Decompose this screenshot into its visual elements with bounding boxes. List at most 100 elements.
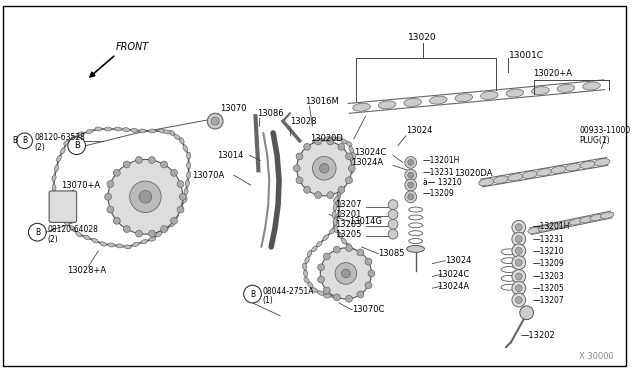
Ellipse shape	[333, 218, 337, 225]
Ellipse shape	[506, 89, 524, 97]
Ellipse shape	[86, 129, 93, 134]
Text: 13085: 13085	[378, 249, 404, 258]
Text: (2): (2)	[47, 235, 58, 244]
Circle shape	[303, 186, 310, 193]
Circle shape	[17, 133, 33, 149]
Circle shape	[346, 153, 353, 160]
Text: 08120-63528: 08120-63528	[35, 133, 85, 142]
Text: ä— 13210: ä— 13210	[422, 177, 461, 187]
Circle shape	[317, 276, 324, 283]
Circle shape	[512, 281, 525, 295]
Text: —13203: —13203	[532, 272, 564, 281]
Ellipse shape	[83, 235, 90, 240]
Circle shape	[171, 169, 177, 176]
Ellipse shape	[131, 128, 138, 132]
Circle shape	[177, 180, 184, 187]
Circle shape	[512, 244, 525, 258]
Ellipse shape	[187, 162, 191, 169]
Ellipse shape	[124, 245, 131, 249]
Circle shape	[113, 217, 120, 224]
Circle shape	[321, 248, 371, 299]
Ellipse shape	[76, 231, 81, 237]
Ellipse shape	[163, 227, 168, 232]
Circle shape	[317, 264, 324, 271]
Ellipse shape	[333, 196, 339, 203]
Text: X 30000: X 30000	[579, 352, 614, 362]
Circle shape	[177, 206, 184, 213]
Circle shape	[408, 194, 413, 200]
Ellipse shape	[149, 237, 156, 241]
Ellipse shape	[493, 176, 509, 183]
Text: 13203: 13203	[335, 220, 362, 229]
Ellipse shape	[595, 159, 610, 166]
Ellipse shape	[149, 129, 156, 133]
Ellipse shape	[330, 175, 334, 182]
Ellipse shape	[566, 164, 581, 171]
Ellipse shape	[351, 248, 356, 254]
Circle shape	[171, 217, 177, 224]
Ellipse shape	[532, 87, 549, 95]
Text: —13202: —13202	[521, 331, 556, 340]
Ellipse shape	[303, 270, 308, 277]
Circle shape	[161, 161, 168, 168]
Ellipse shape	[317, 139, 324, 143]
Ellipse shape	[548, 223, 562, 229]
Circle shape	[388, 219, 398, 229]
Text: 08120-64028: 08120-64028	[47, 225, 98, 234]
Ellipse shape	[52, 175, 56, 182]
Ellipse shape	[330, 137, 337, 141]
Ellipse shape	[123, 128, 129, 132]
Ellipse shape	[455, 94, 472, 102]
Ellipse shape	[350, 167, 354, 174]
Text: B: B	[74, 141, 79, 150]
Ellipse shape	[100, 242, 106, 246]
Ellipse shape	[338, 189, 342, 196]
Ellipse shape	[164, 130, 170, 134]
Circle shape	[244, 285, 261, 303]
Circle shape	[512, 256, 525, 270]
Circle shape	[512, 232, 525, 246]
Text: —13201H: —13201H	[532, 222, 570, 231]
Ellipse shape	[132, 242, 140, 246]
Circle shape	[327, 138, 334, 145]
Text: 13086: 13086	[257, 109, 284, 118]
Ellipse shape	[580, 161, 595, 169]
Ellipse shape	[330, 228, 335, 234]
Ellipse shape	[341, 238, 346, 244]
Ellipse shape	[187, 172, 191, 179]
Ellipse shape	[557, 84, 575, 92]
Text: —13210: —13210	[532, 247, 564, 256]
Ellipse shape	[52, 194, 56, 201]
Circle shape	[293, 165, 300, 172]
Circle shape	[512, 293, 525, 307]
Circle shape	[130, 181, 161, 212]
Ellipse shape	[337, 201, 341, 208]
Circle shape	[365, 258, 372, 265]
Ellipse shape	[56, 155, 61, 162]
Circle shape	[357, 291, 364, 298]
Ellipse shape	[346, 174, 350, 181]
Circle shape	[315, 192, 321, 199]
Ellipse shape	[360, 267, 364, 275]
Circle shape	[338, 143, 345, 150]
Text: 13014: 13014	[218, 151, 244, 160]
Ellipse shape	[590, 214, 604, 221]
Ellipse shape	[317, 160, 322, 166]
Circle shape	[512, 270, 525, 283]
Ellipse shape	[538, 225, 552, 231]
Text: 13070: 13070	[220, 104, 246, 113]
Text: —13201H: —13201H	[422, 156, 460, 165]
Ellipse shape	[179, 138, 184, 144]
Ellipse shape	[404, 99, 422, 106]
Ellipse shape	[324, 137, 330, 141]
Circle shape	[327, 192, 334, 199]
Ellipse shape	[178, 205, 183, 211]
Ellipse shape	[508, 174, 523, 181]
FancyBboxPatch shape	[49, 191, 77, 222]
Ellipse shape	[349, 146, 353, 153]
Ellipse shape	[337, 211, 341, 218]
Ellipse shape	[346, 141, 352, 146]
Text: 13070C: 13070C	[352, 305, 384, 314]
Circle shape	[388, 209, 398, 219]
Ellipse shape	[429, 96, 447, 104]
